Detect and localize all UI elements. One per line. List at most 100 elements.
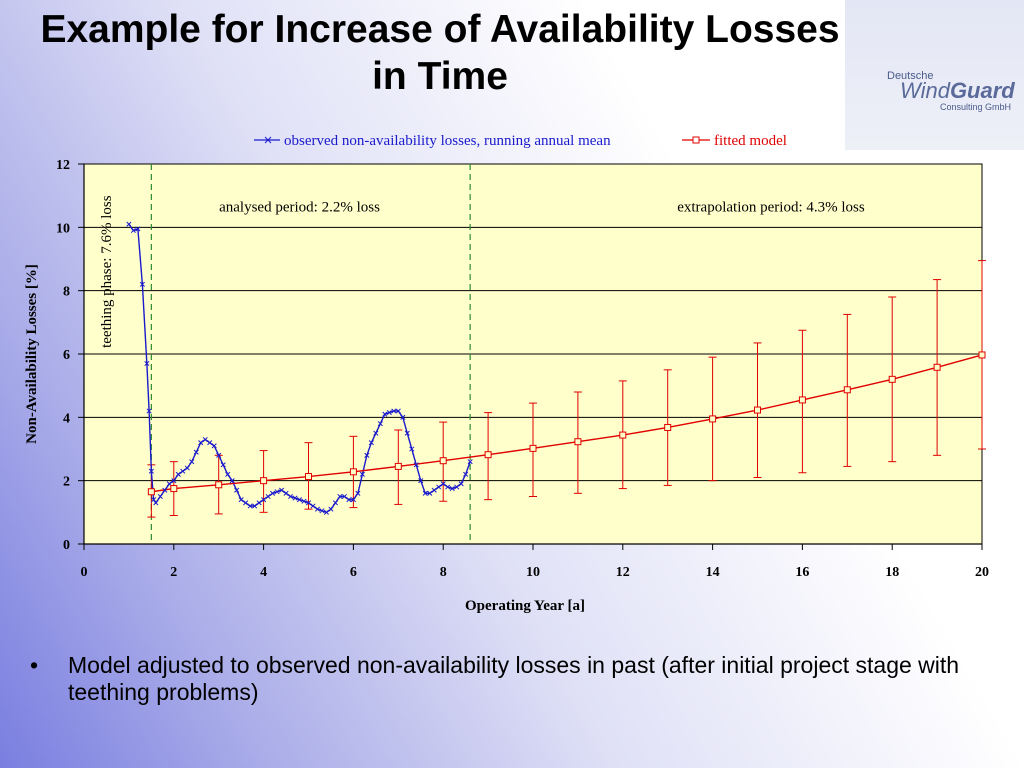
observed-point-6 [148,468,154,474]
logo-top-text: Deutsche [887,70,934,82]
observed-point-77 [463,471,469,477]
model-point-5 [349,468,357,476]
observed-point-67 [418,478,424,484]
series-markers [126,221,986,515]
observed-point-68 [422,490,428,496]
observed-point-51 [346,497,352,503]
observed-point-0 [126,221,132,227]
model-point-2 [215,481,223,489]
observed-point-64 [404,430,410,436]
observed-point-63 [400,414,406,420]
observed-point-28 [243,500,249,506]
y-tick-label-4: 4 [63,411,70,426]
observed-point-37 [283,490,289,496]
model-point-17 [888,375,896,383]
observed-point-5 [146,408,152,414]
y-tick-label-8: 8 [63,285,70,300]
observed-point-72 [440,481,446,487]
observed-point-46 [323,509,330,515]
observed-point-27 [238,497,244,503]
x-axis-label: Operating Year [a] [465,598,585,614]
y-tick-label-10: 10 [56,221,70,236]
observed-point-47 [328,506,334,512]
legend-label-model: fitted model [714,133,787,149]
model-point-11 [619,431,627,439]
model-line [151,354,983,493]
observed-point-76 [458,481,464,487]
observed-point-59 [382,411,388,417]
x-tick-label-6: 6 [350,565,357,580]
observed-point-66 [413,462,419,468]
observed-point-69 [427,490,433,496]
model-point-3 [260,477,268,485]
observed-point-73 [445,484,451,490]
observed-point-7 [151,497,157,503]
y-tick-label-6: 6 [63,348,70,363]
model-point-16 [843,386,851,394]
observed-point-21 [211,443,217,449]
y-tick-label-2: 2 [63,475,70,490]
observed-point-56 [368,440,374,446]
x-tick-label-10: 10 [526,565,540,580]
availability-losses-chart: observed non-availability losses, runnin… [24,133,989,614]
model-point-13 [709,415,717,423]
legend-label-observed: observed non-availability losses, runnin… [284,133,611,149]
model-point-6 [394,462,402,470]
logo-main-text: WindGuard [900,78,1015,103]
observed-point-74 [449,486,455,492]
observed-point-43 [310,503,316,509]
observed-point-33 [265,493,271,500]
logo-sub-text: Consulting GmbH [940,102,1012,112]
observed-point-19 [202,436,208,443]
observed-point-32 [261,497,267,503]
observed-point-70 [431,487,437,493]
x-tick-label-16: 16 [795,565,809,580]
observed-point-22 [216,452,222,458]
observed-point-20 [207,440,213,446]
observed-point-71 [436,484,442,490]
observed-point-39 [292,495,298,501]
y-tick-label-0: 0 [63,538,70,553]
y-axis-label: Non-Availability Losses [%] [24,264,40,444]
x-tick-label-8: 8 [440,565,447,580]
observed-point-44 [314,506,321,512]
model-point-9 [529,444,537,452]
period-dividers [150,164,471,544]
model-point-12 [664,423,672,431]
observed-point-9 [157,493,163,500]
x-tick-label-20: 20 [975,565,989,580]
observed-point-36 [279,487,285,493]
x-tick-label-0: 0 [81,565,88,580]
bullet-text: Model adjusted to observed non-availabil… [68,652,960,705]
observed-point-13 [175,471,181,477]
observed-point-48 [332,500,338,506]
model-point-1 [170,485,178,493]
observed-point-31 [256,500,262,506]
legend-marker-model [692,136,700,144]
observed-point-49 [337,493,343,500]
observed-point-29 [247,503,253,509]
windguard-logo: Deutsche WindGuard Consulting GmbH [845,0,1024,150]
bullet-symbol: • [30,652,39,678]
observed-point-12 [171,478,177,484]
chart-annotations: teething phase: 7.6% loss analysed period… [99,195,865,348]
x-tick-label-14: 14 [706,565,720,580]
observed-point-40 [296,497,303,503]
observed-point-61 [391,408,397,414]
annotation-1: analysed period: 2.2% loss [219,200,380,216]
model-point-19 [978,351,986,359]
observed-point-23 [220,462,226,468]
model-point-18 [933,363,941,371]
observed-point-4 [144,360,150,367]
chart-axes: 0 2 4 6 8 10 12 14 16 18 20 0 2 4 6 8 10 12 [56,158,989,580]
x-tick-label-2: 2 [170,565,177,580]
model-point-4 [305,473,312,481]
observed-point-24 [225,471,231,477]
slide-title: Example for Increase of Availability Los… [40,8,840,98]
observed-point-2 [135,226,141,232]
observed-point-62 [395,408,401,414]
model-point-0 [147,488,155,496]
observed-point-54 [359,471,365,477]
observed-point-53 [355,490,361,496]
observed-point-35 [274,489,280,495]
